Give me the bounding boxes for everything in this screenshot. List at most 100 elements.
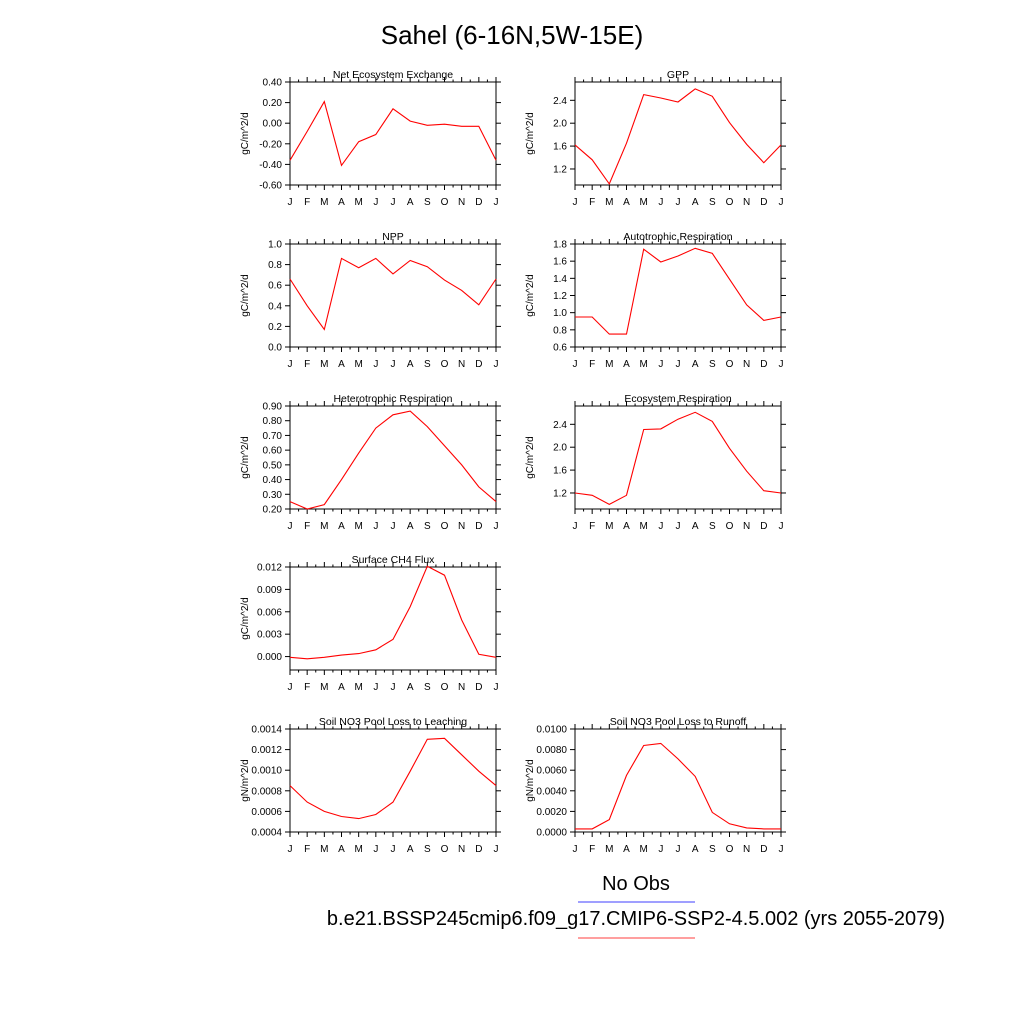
panel-title: NPP: [382, 231, 404, 243]
x-tick-label: J: [494, 359, 499, 370]
y-tick-label: 0.8: [553, 325, 567, 336]
y-axis-label: gC/m^2/d: [525, 274, 536, 317]
x-tick-label: N: [458, 844, 465, 855]
series-line: [575, 742, 781, 830]
x-tick-label: N: [743, 359, 750, 370]
x-tick-label: N: [743, 844, 750, 855]
x-tick-label: O: [441, 844, 449, 855]
x-tick-label: A: [407, 682, 414, 693]
figure-title: Sahel (6-16N,5W-15E): [381, 20, 644, 50]
x-tick-label: J: [373, 521, 378, 532]
y-tick-label: 0.50: [263, 460, 283, 471]
y-tick-label: 0.0010: [251, 766, 282, 777]
y-tick-label: 0.40: [263, 78, 283, 89]
x-tick-label: F: [304, 521, 310, 532]
axes-frame: [289, 405, 497, 510]
x-tick-label: J: [288, 359, 293, 370]
axes-frame: [574, 81, 782, 186]
x-tick-label: A: [623, 521, 630, 532]
panel-title: Surface CH4 Flux: [352, 554, 436, 566]
x-tick-label: O: [441, 197, 449, 208]
x-tick-label: S: [709, 197, 716, 208]
x-tick-label: O: [726, 844, 734, 855]
x-tick-label: A: [338, 844, 345, 855]
x-tick-label: M: [320, 359, 328, 370]
x-tick-label: J: [391, 521, 396, 532]
y-tick-label: 0.0012: [251, 745, 282, 756]
x-tick-label: J: [658, 521, 663, 532]
y-tick-label: 0.20: [263, 98, 283, 109]
y-tick-label: 2.0: [553, 119, 567, 130]
x-tick-label: J: [391, 197, 396, 208]
x-tick-label: J: [494, 521, 499, 532]
y-tick-label: 0.6: [553, 343, 567, 354]
x-tick-label: D: [760, 521, 767, 532]
x-tick-label: A: [692, 359, 699, 370]
x-tick-label: A: [623, 359, 630, 370]
x-tick-label: A: [407, 844, 414, 855]
y-tick-label: -0.60: [259, 181, 282, 192]
y-axis-label: gC/m^2/d: [240, 597, 251, 640]
y-axis-label: gC/m^2/d: [240, 274, 251, 317]
x-tick-label: O: [441, 521, 449, 532]
legend-label-model: b.e21.BSSP245cmip6.f09_g17.CMIP6-SSP2-4.…: [327, 908, 945, 930]
x-tick-label: A: [623, 197, 630, 208]
y-tick-label: 1.6: [553, 142, 567, 153]
axes-frame: [289, 728, 497, 833]
y-tick-label: 0.0040: [536, 786, 567, 797]
x-tick-label: S: [424, 844, 431, 855]
x-tick-label: J: [779, 844, 784, 855]
panel-title: Soil NO3 Pool Loss to Leaching: [319, 716, 467, 728]
y-tick-label: 0.70: [263, 431, 283, 442]
x-tick-label: N: [743, 521, 750, 532]
x-tick-label: F: [304, 359, 310, 370]
x-tick-label: J: [391, 844, 396, 855]
x-tick-label: A: [692, 844, 699, 855]
series-line: [574, 411, 782, 506]
y-axis-label: gC/m^2/d: [525, 436, 536, 479]
x-tick-label: M: [639, 197, 647, 208]
x-tick-label: A: [338, 521, 345, 532]
x-tick-label: J: [573, 521, 578, 532]
y-tick-label: 0.40: [263, 475, 283, 486]
y-tick-label: 1.6: [553, 257, 567, 268]
y-tick-label: 0.90: [263, 402, 283, 413]
y-tick-label: 1.0: [553, 308, 567, 319]
x-tick-label: S: [424, 197, 431, 208]
axes-frame: [574, 405, 782, 510]
x-tick-label: M: [320, 844, 328, 855]
panel-title: Autotrophic Respiration: [623, 231, 732, 243]
x-tick-label: M: [605, 359, 613, 370]
x-tick-label: M: [639, 844, 647, 855]
x-tick-label: J: [676, 359, 681, 370]
x-tick-label: A: [338, 682, 345, 693]
y-tick-label: 1.2: [553, 291, 567, 302]
y-tick-label: 0.4: [268, 301, 282, 312]
x-tick-label: A: [407, 359, 414, 370]
x-tick-label: J: [676, 521, 681, 532]
x-tick-label: J: [676, 844, 681, 855]
y-tick-label: 0.2: [268, 322, 282, 333]
axes-frame: [289, 81, 497, 186]
x-tick-label: A: [338, 197, 345, 208]
x-tick-label: J: [573, 359, 578, 370]
x-tick-label: M: [354, 521, 362, 532]
y-axis-label: gC/m^2/d: [525, 112, 536, 155]
y-tick-label: 0.0008: [251, 786, 282, 797]
x-tick-label: J: [779, 521, 784, 532]
x-tick-label: A: [692, 197, 699, 208]
x-tick-label: J: [373, 682, 378, 693]
panel-title: GPP: [667, 69, 689, 81]
x-tick-label: F: [589, 844, 595, 855]
y-tick-label: 0.0006: [251, 807, 282, 818]
x-tick-label: J: [779, 359, 784, 370]
x-tick-label: J: [288, 682, 293, 693]
y-tick-label: 0.0080: [536, 745, 567, 756]
x-tick-label: J: [658, 359, 663, 370]
x-tick-label: F: [589, 521, 595, 532]
x-tick-label: D: [475, 521, 482, 532]
